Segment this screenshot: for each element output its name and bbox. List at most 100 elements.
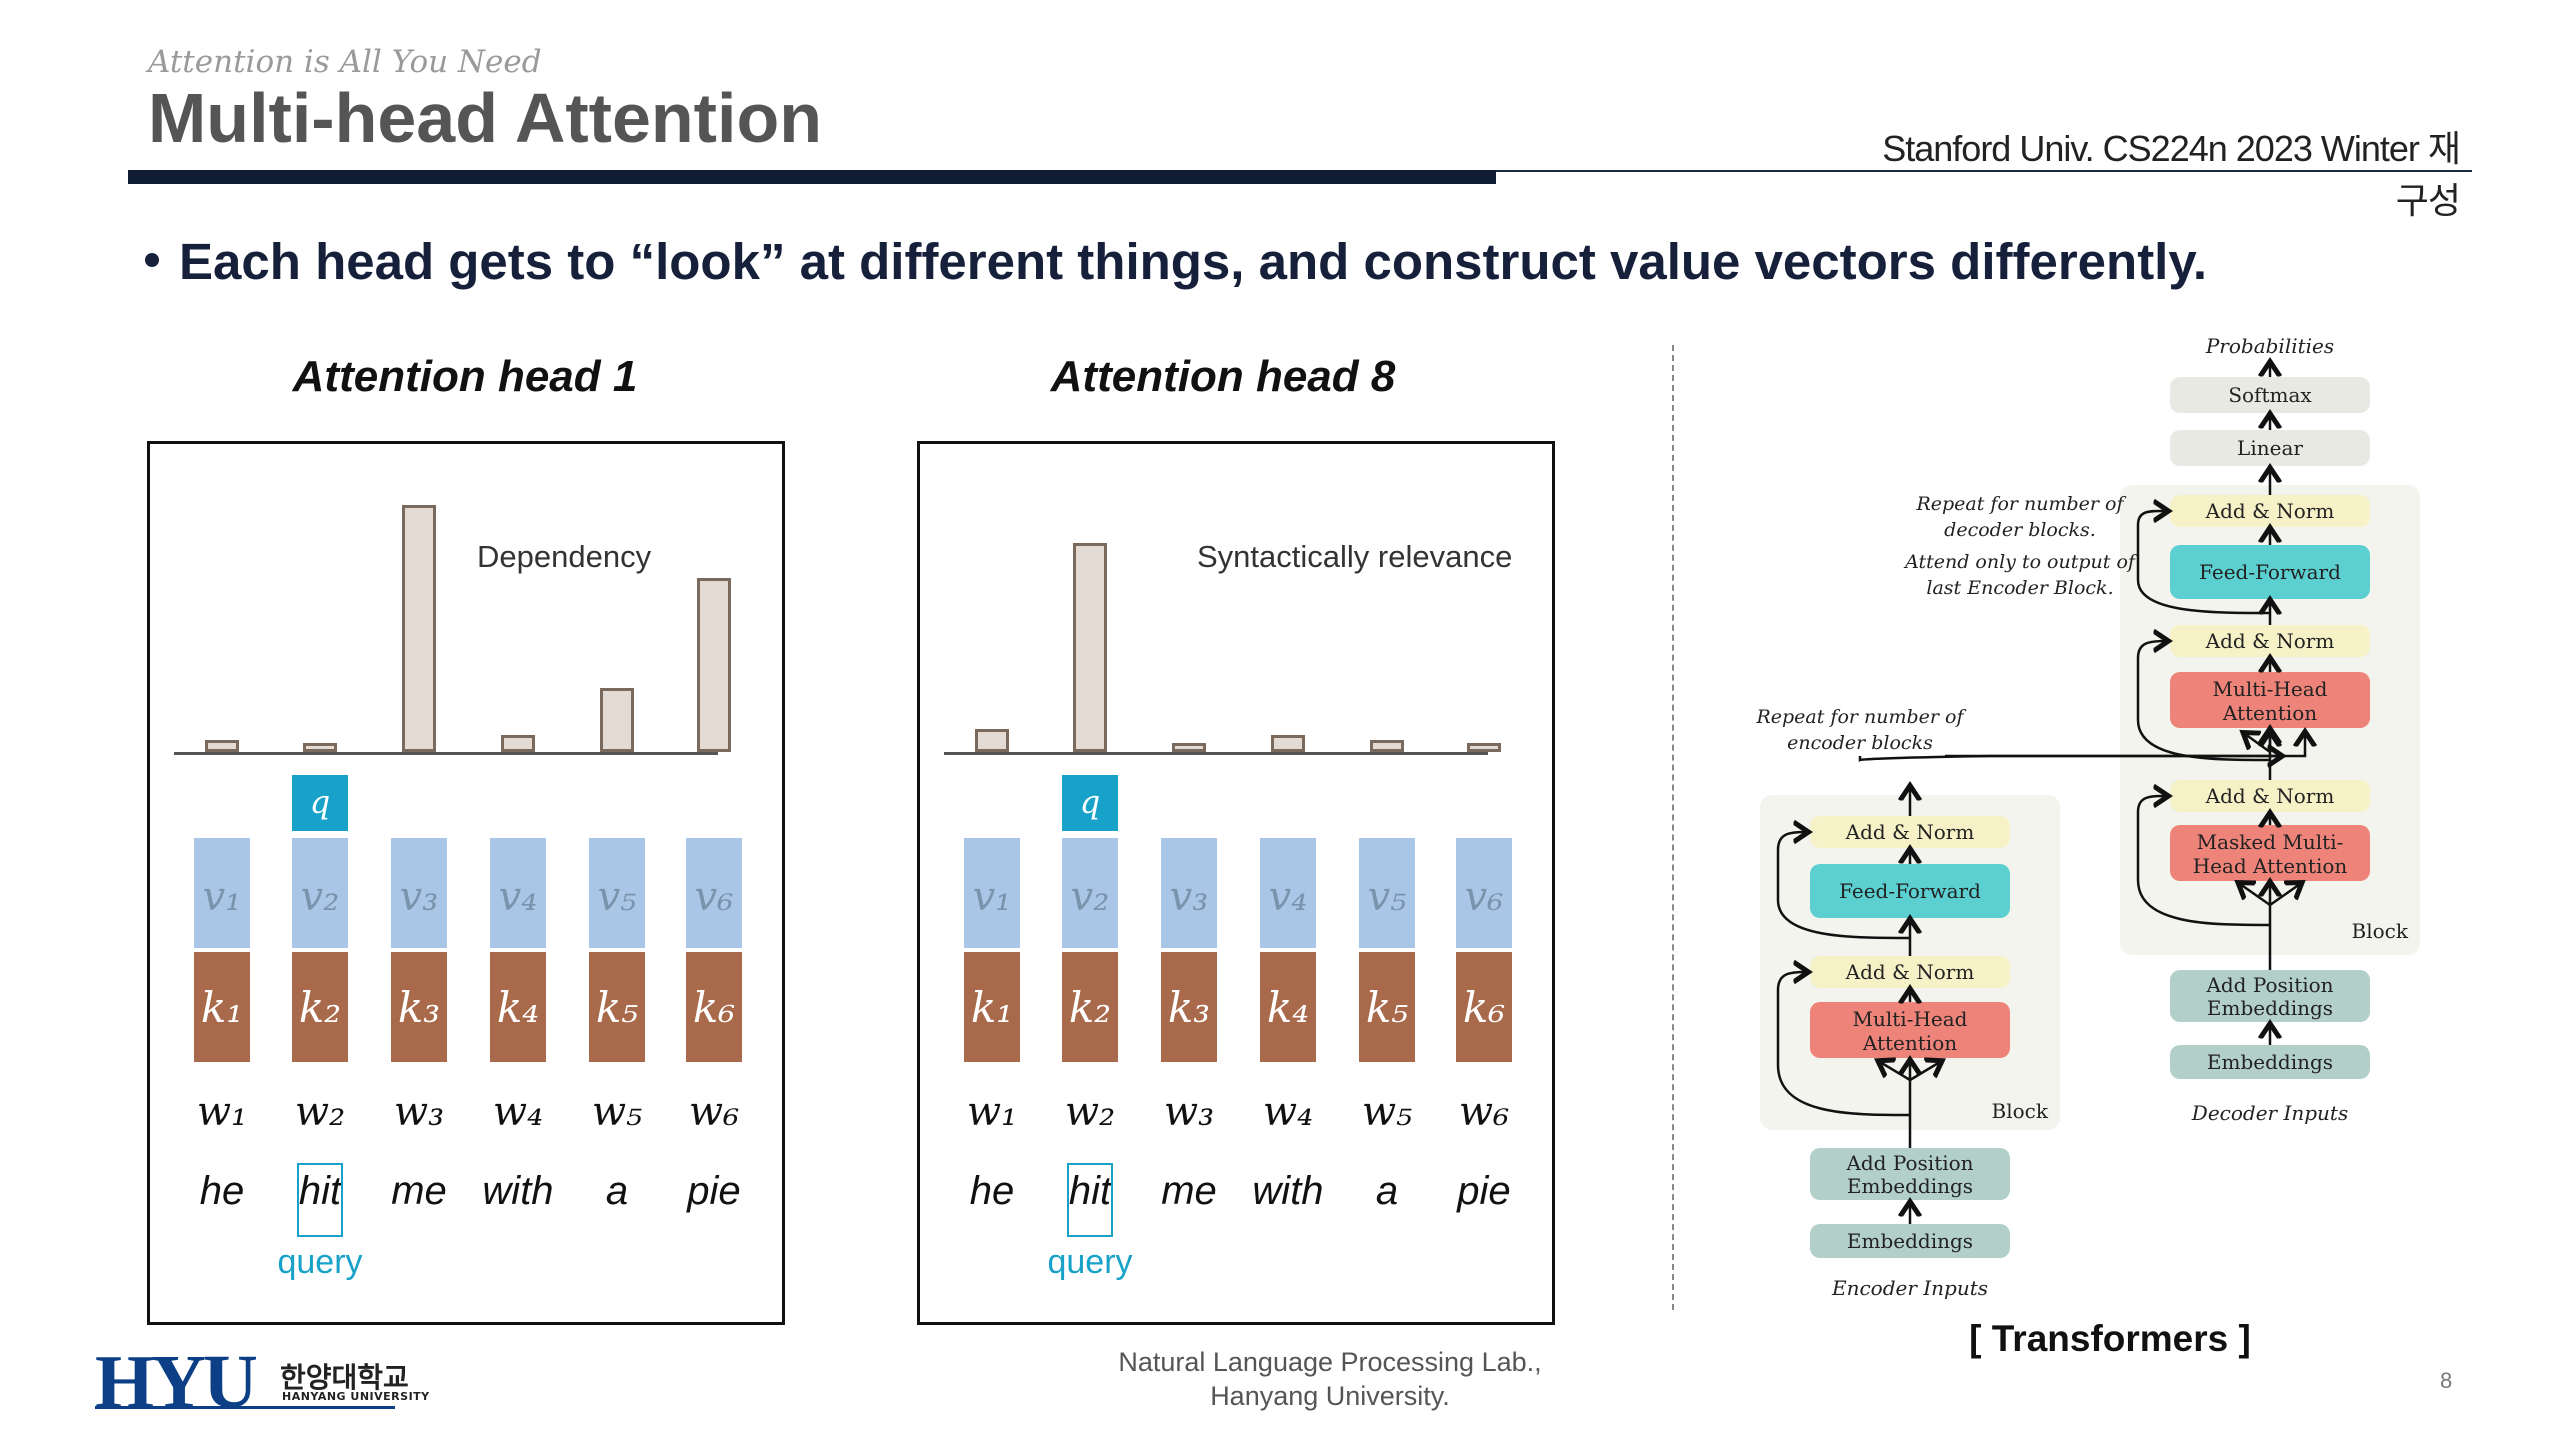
encoder-embeddings — [1810, 1224, 2010, 1258]
attention-bar — [1271, 735, 1305, 752]
head-1-annotation: Dependency — [477, 539, 652, 574]
attention-bar — [1172, 743, 1206, 752]
token-word: with — [482, 1169, 554, 1213]
transformers-caption: [ Transformers ] — [1969, 1318, 2251, 1359]
token-word: me — [1161, 1169, 1217, 1213]
encoder-add-position — [1810, 1148, 2010, 1200]
attention-bar — [697, 578, 731, 752]
slide-subtitle: Attention is All You Need — [148, 44, 542, 80]
key-vector-box: k₅ — [1359, 952, 1415, 1062]
word-embedding-label: w₄ — [1262, 1089, 1314, 1135]
word-embedding-label: w₃ — [393, 1089, 445, 1135]
attention-head-1-panel — [147, 441, 785, 1325]
key-vector-box: k₂ — [1062, 952, 1118, 1062]
chart-baseline — [174, 752, 718, 755]
token-word: he — [199, 1169, 245, 1213]
word-embedding-label: w₁ — [196, 1089, 248, 1135]
value-vector-box: v₃ — [391, 838, 447, 948]
token-word: with — [1252, 1169, 1324, 1213]
decoder-add-norm-1-label: Add & Norm — [2205, 784, 2335, 808]
attend-label-2: last Encoder Block. — [1926, 577, 2113, 599]
word-embedding-label: w₆ — [688, 1089, 740, 1135]
decoder-add-norm-2 — [2170, 625, 2370, 657]
decoder-cross-attention — [2170, 672, 2370, 728]
attention-bar — [501, 735, 535, 752]
query-highlight-box — [1067, 1163, 1113, 1237]
attention-bar — [1370, 740, 1404, 752]
word-embedding-label: w₂ — [294, 1089, 346, 1135]
key-vector-box: k₂ — [292, 952, 348, 1062]
attention-bar — [205, 740, 239, 752]
key-vector-box: k₁ — [194, 952, 250, 1062]
key-vector-box: k₄ — [1260, 952, 1316, 1062]
linear-label: Linear — [2237, 436, 2303, 460]
encoder-add-position-label-1: Add Position — [1845, 1151, 1973, 1175]
linear-box — [2170, 430, 2370, 466]
encoder-add-position-label-2: Embeddings — [1847, 1174, 1973, 1198]
repeat-encoder-label-1: Repeat for number of — [1755, 706, 1966, 728]
value-vector-box: v₂ — [1062, 838, 1118, 948]
repeat-decoder-label-2: decoder blocks. — [1944, 519, 2096, 541]
encoder-add-norm-1 — [1810, 956, 2010, 988]
word-embedding-label: w₄ — [492, 1089, 544, 1135]
head-2-annotation: Syntactically relevance — [1197, 539, 1513, 574]
word-embedding-label: w₅ — [1361, 1089, 1413, 1135]
encoder-block-label: Block — [1992, 1099, 2049, 1123]
section-divider — [1672, 345, 1674, 1310]
token-word: me — [391, 1169, 447, 1213]
word-embedding-label: w₂ — [1064, 1089, 1116, 1135]
decoder-cross-attention-label-1: Multi-Head — [2213, 677, 2328, 701]
word-embedding-label: w₅ — [591, 1089, 643, 1135]
decoder-cross-attention-label-2: Attention — [2222, 701, 2317, 725]
softmax-box — [2170, 377, 2370, 413]
query-vector-box: q — [1062, 775, 1118, 831]
head-8-title: Attention head 8 — [1050, 352, 1396, 401]
query-highlight-box — [297, 1163, 343, 1237]
decoder-block-label: Block — [2352, 919, 2409, 943]
head-1-title: Attention head 1 — [292, 352, 638, 401]
token-word: a — [1375, 1169, 1399, 1213]
attention-bar — [402, 505, 436, 752]
value-vector-box: v₄ — [1260, 838, 1316, 948]
word-embedding-label: w₃ — [1163, 1089, 1215, 1135]
value-vector-box: v₆ — [686, 838, 742, 948]
token-word: hit — [1068, 1169, 1112, 1213]
attention-head-8-panel — [917, 441, 1555, 1325]
probabilities-label: Probabilities — [2205, 334, 2334, 358]
decoder-add-norm-2-label: Add & Norm — [2205, 629, 2335, 653]
word-embedding-label: w₁ — [966, 1089, 1018, 1135]
attention-bar — [600, 688, 634, 752]
decoder-add-norm-1 — [2170, 780, 2370, 812]
value-vector-box: v₂ — [292, 838, 348, 948]
encoder-embeddings-label: Embeddings — [1847, 1229, 1973, 1253]
decoder-embeddings-label: Embeddings — [2207, 1050, 2333, 1074]
attention-bar — [975, 729, 1009, 752]
key-vector-box: k₅ — [589, 952, 645, 1062]
bullet-text: Each head gets to “look” at different th… — [179, 233, 2208, 290]
value-vector-box: v₅ — [589, 838, 645, 948]
attention-bar — [303, 743, 337, 752]
value-vector-box: v₅ — [1359, 838, 1415, 948]
decoder-masked-attention — [2170, 825, 2370, 881]
hyu-logo-korean: 한양대학교 — [280, 1361, 409, 1394]
encoder-attention-label-2: Attention — [1862, 1031, 1957, 1055]
token-word: he — [969, 1169, 1015, 1213]
chart-baseline — [944, 752, 1488, 755]
encoder-feed-forward — [1810, 864, 2010, 918]
token-word: pie — [1457, 1169, 1511, 1213]
transformer-diagram: Probabilities Softmax Linear Add & Norm … — [1755, 334, 2420, 1300]
key-vector-box: k₆ — [1456, 952, 1512, 1062]
value-vector-box: v₆ — [1456, 838, 1512, 948]
decoder-add-position-label-1: Add Position — [2205, 973, 2333, 997]
encoder-attention-label-1: Multi-Head — [1853, 1007, 1968, 1031]
key-vector-box: k₁ — [964, 952, 1020, 1062]
token-word: hit — [298, 1169, 342, 1213]
value-vector-box: v₁ — [194, 838, 250, 948]
decoder-embeddings — [2170, 1045, 2370, 1079]
bullet-point: Each head gets to “look” at different th… — [145, 232, 2207, 291]
value-vector-box: v₁ — [964, 838, 1020, 948]
query-label: query — [277, 1243, 363, 1281]
encoder-inputs-label: Encoder Inputs — [1831, 1276, 1988, 1300]
footer-line-1: Natural Language Processing Lab., — [1118, 1347, 1542, 1377]
word-embedding-label: w₆ — [1458, 1089, 1510, 1135]
